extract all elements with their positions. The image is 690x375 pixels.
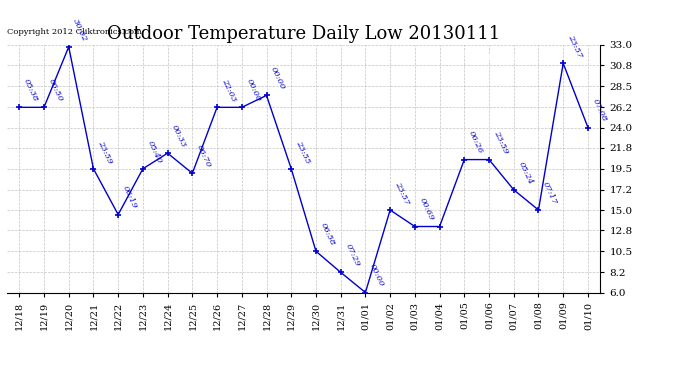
Text: 06:19: 06:19 [121,185,139,210]
Text: 06:58: 06:58 [319,222,336,247]
Text: 23:57: 23:57 [393,180,411,206]
Text: 23:55: 23:55 [294,139,312,165]
Text: 00:33: 00:33 [170,123,188,149]
Title: Outdoor Temperature Daily Low 20130111: Outdoor Temperature Daily Low 20130111 [107,26,500,44]
Text: 23:59: 23:59 [96,139,114,165]
Text: Copyright 2012 Cliktronics.com: Copyright 2012 Cliktronics.com [7,28,141,36]
Text: 07:08: 07:08 [591,98,609,123]
Text: 00:69: 00:69 [417,197,435,222]
Text: 22:03: 22:03 [220,78,237,103]
Text: 05:40: 05:40 [146,139,164,165]
Text: 07:17: 07:17 [541,180,559,206]
Text: 06:50: 06:50 [47,78,64,103]
Text: 00:00: 00:00 [244,78,262,103]
Text: 23:59: 23:59 [492,130,509,155]
Text: 30:02: 30:02 [72,17,89,43]
Text: 06:70: 06:70 [195,144,213,169]
Text: 23:57: 23:57 [566,34,584,59]
Text: 05:24: 05:24 [517,160,534,186]
Text: 00:00: 00:00 [269,66,287,91]
Text: 07:29: 07:29 [344,243,361,268]
Text: 06:26: 06:26 [467,130,484,155]
Text: 05:38: 05:38 [22,78,39,103]
Text: 00:00: 00:00 [368,263,386,288]
